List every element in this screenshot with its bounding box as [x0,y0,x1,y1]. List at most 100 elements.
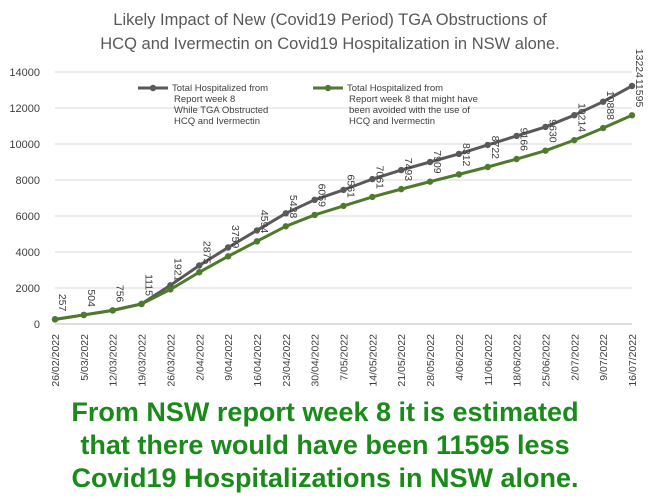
data-label: 504 [85,289,97,307]
x-tick-label: 9/04/2022 [223,334,235,381]
data-point [571,112,578,119]
x-tick-label: 9/07/2022 [598,334,610,381]
y-tick-label: 2000 [16,283,40,295]
data-point [455,171,463,178]
x-tick-label: 7/05/2022 [339,334,351,381]
data-point [426,178,434,185]
y-tick-label: 6000 [16,211,40,223]
data-point [253,238,261,245]
data-point [167,286,174,293]
data-point [224,253,232,260]
data-label: 756 [114,285,126,303]
data-label: 7061 [373,166,385,190]
y-tick-label: 10000 [9,139,40,151]
data-label: 5428 [287,195,299,219]
data-point [542,123,549,131]
x-tick-label: 2/07/2022 [569,334,581,381]
data-label: 11595 [633,79,645,108]
caption-line-1: From NSW report week 8 it is estimated [71,397,579,427]
legend-marker [149,84,157,92]
data-point [398,185,405,193]
x-tick-label: 18/06/2022 [512,334,524,387]
data-label: 9166 [518,128,530,152]
data-point [542,147,549,154]
x-tick-label: 26/03/2022 [165,334,177,387]
x-tick-label: 4/06/2022 [454,334,466,381]
chart-title-line-1: Likely Impact of New (Covid19 Period) TG… [113,11,547,29]
legend-label: HCQ and Ivermectin [349,116,435,127]
data-label: 8722 [489,136,501,160]
x-tick-label: 2/04/2022 [194,334,206,381]
data-label: 9630 [546,119,558,143]
data-point [369,175,376,183]
x-tick-label: 14/05/2022 [367,334,379,387]
data-label: 10888 [604,91,616,120]
data-point [398,166,405,174]
x-tick-label: 16/04/2022 [252,334,264,387]
data-point [340,186,347,194]
data-point [282,223,289,230]
x-tick-label: 16/07/2022 [627,334,639,387]
x-tick-label: 12/03/2022 [108,334,120,387]
data-label: 1115 [143,274,155,296]
data-label: 7493 [402,158,414,182]
series-line [54,113,633,321]
gridlines [55,71,632,325]
legend-label: been avoided with the use of [349,105,470,116]
y-axis-ticks: 0 2000 4000 6000 8000 10000 12000 14000 [9,67,40,331]
data-point [455,150,463,158]
data-label: 257 [56,294,68,312]
data-label: 1921 [171,258,183,282]
data-point [109,307,116,314]
data-label: 3759 [229,225,241,249]
data-label: 2875 [200,241,212,265]
y-tick-label: 12000 [9,103,40,115]
data-point [311,196,318,203]
data-label: 10214 [575,103,587,132]
data-label: 6561 [345,175,357,199]
data-point [196,269,203,276]
data-point [484,141,491,149]
x-tick-label: 11/06/2022 [483,334,495,386]
data-point [369,193,376,201]
series-line [54,84,633,321]
x-tick-label: 5/03/2022 [79,334,91,381]
data-point [628,112,636,119]
caption-line-3: Covid19 Hospitalizations in NSW alone. [71,463,579,493]
x-tick-label: 28/05/2022 [425,334,437,387]
y-tick-label: 4000 [16,247,40,259]
data-point [80,311,88,319]
data-label: 4594 [258,210,270,234]
x-tick-label: 21/05/2022 [396,334,408,387]
caption: From NSW report week 8 it is estimated t… [0,396,650,495]
chart-title-line-2: HCQ and Ivermectin on Covid19 Hospitaliz… [100,35,560,53]
data-label: 8312 [460,143,472,167]
x-axis-ticks: 26/02/2022 5/03/2022 12/03/2022 19/03/2022 2… [50,334,639,387]
x-tick-label: 19/03/2022 [137,334,149,387]
legend-label: Report week 8 [174,94,235,105]
data-point [426,158,434,166]
data-point [253,227,261,234]
data-point [513,132,520,140]
data-point [571,136,578,144]
data-point [340,202,347,210]
legend-label: While TGA Obstructed [174,105,268,116]
legend-label: Total Hospitalized from [347,83,443,94]
chart-title: Likely Impact of New (Covid19 Period) TG… [60,8,600,56]
data-point [224,244,232,251]
y-tick-label: 8000 [16,175,40,187]
legend-label: HCQ and Ivermectin [174,116,260,127]
x-tick-label: 26/02/2022 [50,334,62,387]
data-point [628,82,636,90]
series-lines [51,82,636,323]
data-point [484,163,491,171]
x-tick-label: 30/04/2022 [310,334,322,387]
data-point [513,155,520,163]
legend-label: Total Hospitalized from [172,83,268,94]
x-tick-label: 25/06/2022 [540,334,552,387]
data-label: 7909 [431,150,443,174]
legend-label: Report week 8 that might have [349,94,478,105]
x-tick-label: 23/04/2022 [281,334,293,387]
